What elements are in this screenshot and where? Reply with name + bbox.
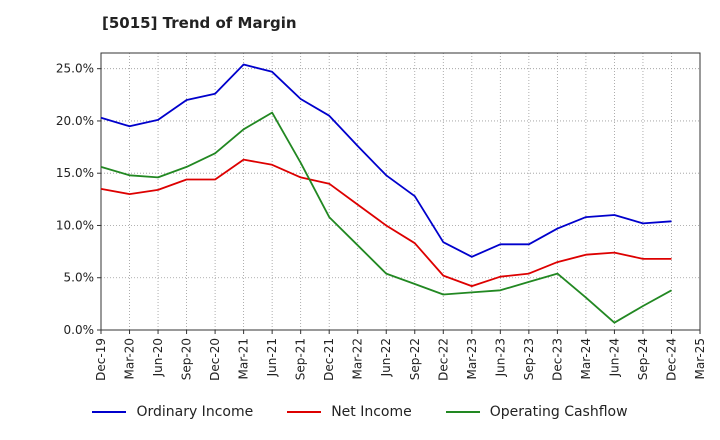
x-tick-label: Mar-22 <box>351 338 365 379</box>
y-tick-label: 15.0% <box>56 166 94 180</box>
legend-label: Operating Cashflow <box>489 404 628 420</box>
x-tick-label: Jun-20 <box>151 338 165 377</box>
x-tick-label: Dec-19 <box>94 338 108 381</box>
y-tick-label: 10.0% <box>56 218 94 232</box>
x-tick-label: Dec-22 <box>436 338 450 381</box>
x-tick-label: Sep-22 <box>408 338 422 380</box>
x-tick-label: Mar-25 <box>693 338 707 379</box>
margin-line-chart: 0.0% 5.0% 10.0% 15.0% 20.0% 25.0% Dec-19 Mar-2… <box>56 52 707 381</box>
y-tick-label: 0.0% <box>64 323 95 337</box>
series-line-ordinary-income <box>100 63 672 258</box>
y-tick-label: 20.0% <box>56 114 94 128</box>
x-tick-label: Sep-21 <box>294 338 308 380</box>
legend-item-net-income: Net Income <box>287 404 412 420</box>
x-tick-label: Dec-21 <box>322 338 336 381</box>
legend-item-ordinary-income: Ordinary Income <box>92 404 253 420</box>
x-tick-label: Dec-24 <box>664 338 678 381</box>
legend-swatch <box>92 411 127 413</box>
legend-swatch <box>445 411 480 413</box>
legend-label: Ordinary Income <box>136 404 254 420</box>
x-tick-label: Sep-20 <box>180 338 194 380</box>
x-tick-label: Dec-23 <box>550 338 564 381</box>
x-tick-label: Jun-22 <box>379 338 393 377</box>
x-tick-label: Sep-23 <box>522 338 536 380</box>
x-tick-label: Mar-24 <box>579 338 593 379</box>
grid <box>100 53 701 331</box>
x-tick-label: Jun-23 <box>493 338 507 377</box>
series-line-operating-cashflow <box>100 111 672 324</box>
x-tick-label: Mar-23 <box>465 338 479 379</box>
legend-item-operating-cashflow: Operating Cashflow <box>445 404 628 420</box>
x-tick-label: Dec-20 <box>208 338 222 381</box>
y-tick-label: 25.0% <box>56 62 94 76</box>
series-line-net-income <box>100 158 672 288</box>
x-tick-label: Jun-21 <box>265 338 279 377</box>
x-axis-ticks: Dec-19 Mar-20 Jun-20 Sep-20 Dec-20 Mar-21 Jun-… <box>94 330 707 381</box>
legend-label: Net Income <box>331 404 412 420</box>
x-tick-label: Jun-24 <box>607 338 621 377</box>
series <box>100 63 672 324</box>
x-tick-label: Mar-20 <box>123 338 137 379</box>
y-tick-label: 5.0% <box>64 271 95 285</box>
y-axis-ticks: 0.0% 5.0% 10.0% 15.0% 20.0% 25.0% <box>56 62 101 337</box>
x-tick-label: Mar-21 <box>237 338 251 379</box>
legend: Ordinary Income Net Income Operating Cashf… <box>0 404 720 420</box>
chart-title: [5015] Trend of Margin <box>102 14 297 32</box>
x-tick-label: Sep-24 <box>636 338 650 380</box>
plot-frame <box>100 52 701 331</box>
legend-swatch <box>287 411 322 413</box>
